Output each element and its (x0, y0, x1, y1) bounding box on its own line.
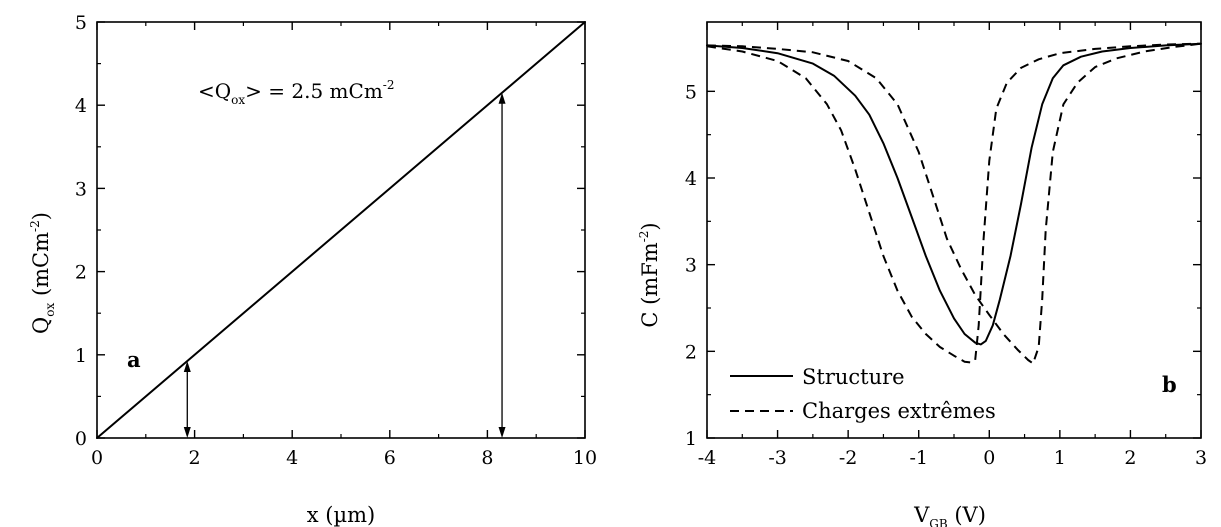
x-tick-label: -4 (698, 447, 717, 469)
arrowhead-up (498, 92, 506, 104)
panel-b-series (706, 42, 1202, 365)
solid-series-line (706, 42, 1202, 346)
x-tick-label: -3 (768, 447, 787, 469)
x-tick-label: 3 (1195, 447, 1207, 469)
arrowhead-down (498, 427, 506, 438)
x-tick-label: 0 (91, 447, 103, 469)
legend-label-structure: Structure (802, 365, 905, 389)
y-tick-label: 3 (685, 255, 697, 277)
y-tick-label: 0 (75, 428, 87, 450)
x-tick-label: 2 (1124, 447, 1136, 469)
y-tick-label: 1 (75, 345, 87, 367)
y-tick-label: 2 (75, 262, 87, 284)
y-tick-label: 3 (75, 178, 87, 200)
x-tick-label: -2 (839, 447, 858, 469)
y-tick-label: 2 (685, 341, 697, 363)
y-tick-label: 4 (685, 168, 697, 190)
panel-b-legend: Structure Charges extrêmes (730, 365, 996, 423)
x-tick-label: 10 (573, 447, 597, 469)
y-tick-label: 4 (75, 95, 87, 117)
dashed-series-line (706, 42, 1202, 365)
panel-a-x-axis-label: x (µm) (307, 503, 375, 527)
x-tick-label: -1 (909, 447, 928, 469)
y-tick-label: 5 (685, 81, 697, 103)
x-tick-label: 0 (983, 447, 995, 469)
arrowhead-up (183, 361, 191, 373)
mean-charge-annotation: <Qox> = 2.5 mCm-2 (198, 78, 395, 107)
panel-a: 0 2 4 6 8 10 0 1 2 3 4 5 <Qox> = 2.5 mCm-2 a x (µm)… (28, 12, 597, 527)
panel-b-y-axis-label: C (mFm-2) (637, 222, 662, 327)
x-tick-label: 2 (189, 447, 201, 469)
y-tick-label: 5 (75, 12, 87, 34)
solid-series-line (96, 21, 586, 439)
y-tick-label: 1 (685, 428, 697, 450)
panel-a-arrows (183, 92, 506, 438)
arrowhead-down (183, 427, 191, 438)
panel-a-ticks (96, 21, 586, 439)
x-tick-label: 4 (286, 447, 298, 469)
panel-b: -4 -3 -2 -1 0 1 2 3 1 2 3 4 5 Structure Charges extr… (637, 21, 1207, 527)
panel-a-tick-labels: 0 2 4 6 8 10 0 1 2 3 4 5 (75, 12, 597, 469)
panel-b-letter: b (1162, 372, 1177, 397)
dashed-series-line (706, 42, 1202, 364)
panel-a-series (96, 21, 586, 439)
panel-b-tick-labels: -4 -3 -2 -1 0 1 2 3 1 2 3 4 5 (685, 81, 1207, 469)
panel-a-y-axis-label: Qox (mCm-2) (28, 212, 57, 334)
panel-a-letter: a (127, 347, 141, 372)
x-tick-label: 1 (1054, 447, 1066, 469)
x-tick-label: 6 (384, 447, 396, 469)
panel-b-x-axis-label: VGB (V) (913, 503, 986, 527)
x-tick-label: 8 (481, 447, 493, 469)
panel-b-ticks (706, 22, 1202, 439)
legend-label-charges-extremes: Charges extrêmes (802, 399, 996, 423)
